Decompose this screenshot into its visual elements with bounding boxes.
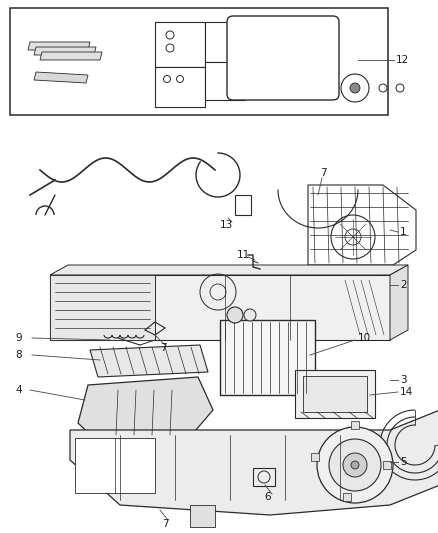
Polygon shape: [34, 72, 88, 83]
Bar: [383, 461, 391, 469]
Polygon shape: [50, 275, 390, 340]
Bar: [351, 421, 359, 429]
Bar: [220, 320, 315, 395]
Bar: [295, 370, 375, 418]
Polygon shape: [90, 345, 208, 377]
Text: 5: 5: [400, 457, 406, 467]
Polygon shape: [28, 42, 90, 50]
Text: 13: 13: [220, 220, 233, 230]
Circle shape: [244, 309, 256, 321]
Bar: [303, 376, 367, 412]
Bar: [75, 438, 155, 493]
Polygon shape: [40, 52, 102, 60]
Polygon shape: [190, 505, 215, 527]
Text: 8: 8: [15, 350, 21, 360]
Circle shape: [329, 439, 381, 491]
Text: 1: 1: [400, 227, 406, 237]
Polygon shape: [70, 410, 438, 515]
Text: 11: 11: [237, 250, 250, 260]
Bar: [235, 195, 251, 215]
Bar: [10, 8, 388, 115]
Bar: [205, 22, 245, 62]
Text: 7: 7: [160, 343, 166, 353]
Text: 2: 2: [400, 280, 406, 290]
Circle shape: [317, 427, 393, 503]
Polygon shape: [390, 265, 408, 340]
Circle shape: [350, 83, 360, 93]
Polygon shape: [34, 47, 96, 55]
Text: 14: 14: [400, 387, 413, 397]
Circle shape: [343, 453, 367, 477]
Bar: [343, 493, 351, 501]
Circle shape: [351, 461, 359, 469]
Bar: [155, 67, 205, 107]
Polygon shape: [50, 275, 155, 340]
Bar: [311, 453, 319, 461]
Circle shape: [341, 74, 369, 102]
Text: 7: 7: [320, 168, 327, 178]
Polygon shape: [78, 377, 213, 447]
Text: 6: 6: [265, 492, 271, 502]
Text: 7: 7: [162, 519, 169, 529]
Text: 12: 12: [396, 55, 409, 65]
Bar: [205, 62, 245, 100]
Polygon shape: [50, 265, 408, 275]
Text: 4: 4: [15, 385, 21, 395]
Text: 3: 3: [400, 375, 406, 385]
Circle shape: [227, 307, 243, 323]
Bar: [253, 468, 275, 486]
Text: 10: 10: [358, 333, 371, 343]
Bar: [155, 22, 205, 67]
Text: 9: 9: [15, 333, 21, 343]
FancyBboxPatch shape: [227, 16, 339, 100]
